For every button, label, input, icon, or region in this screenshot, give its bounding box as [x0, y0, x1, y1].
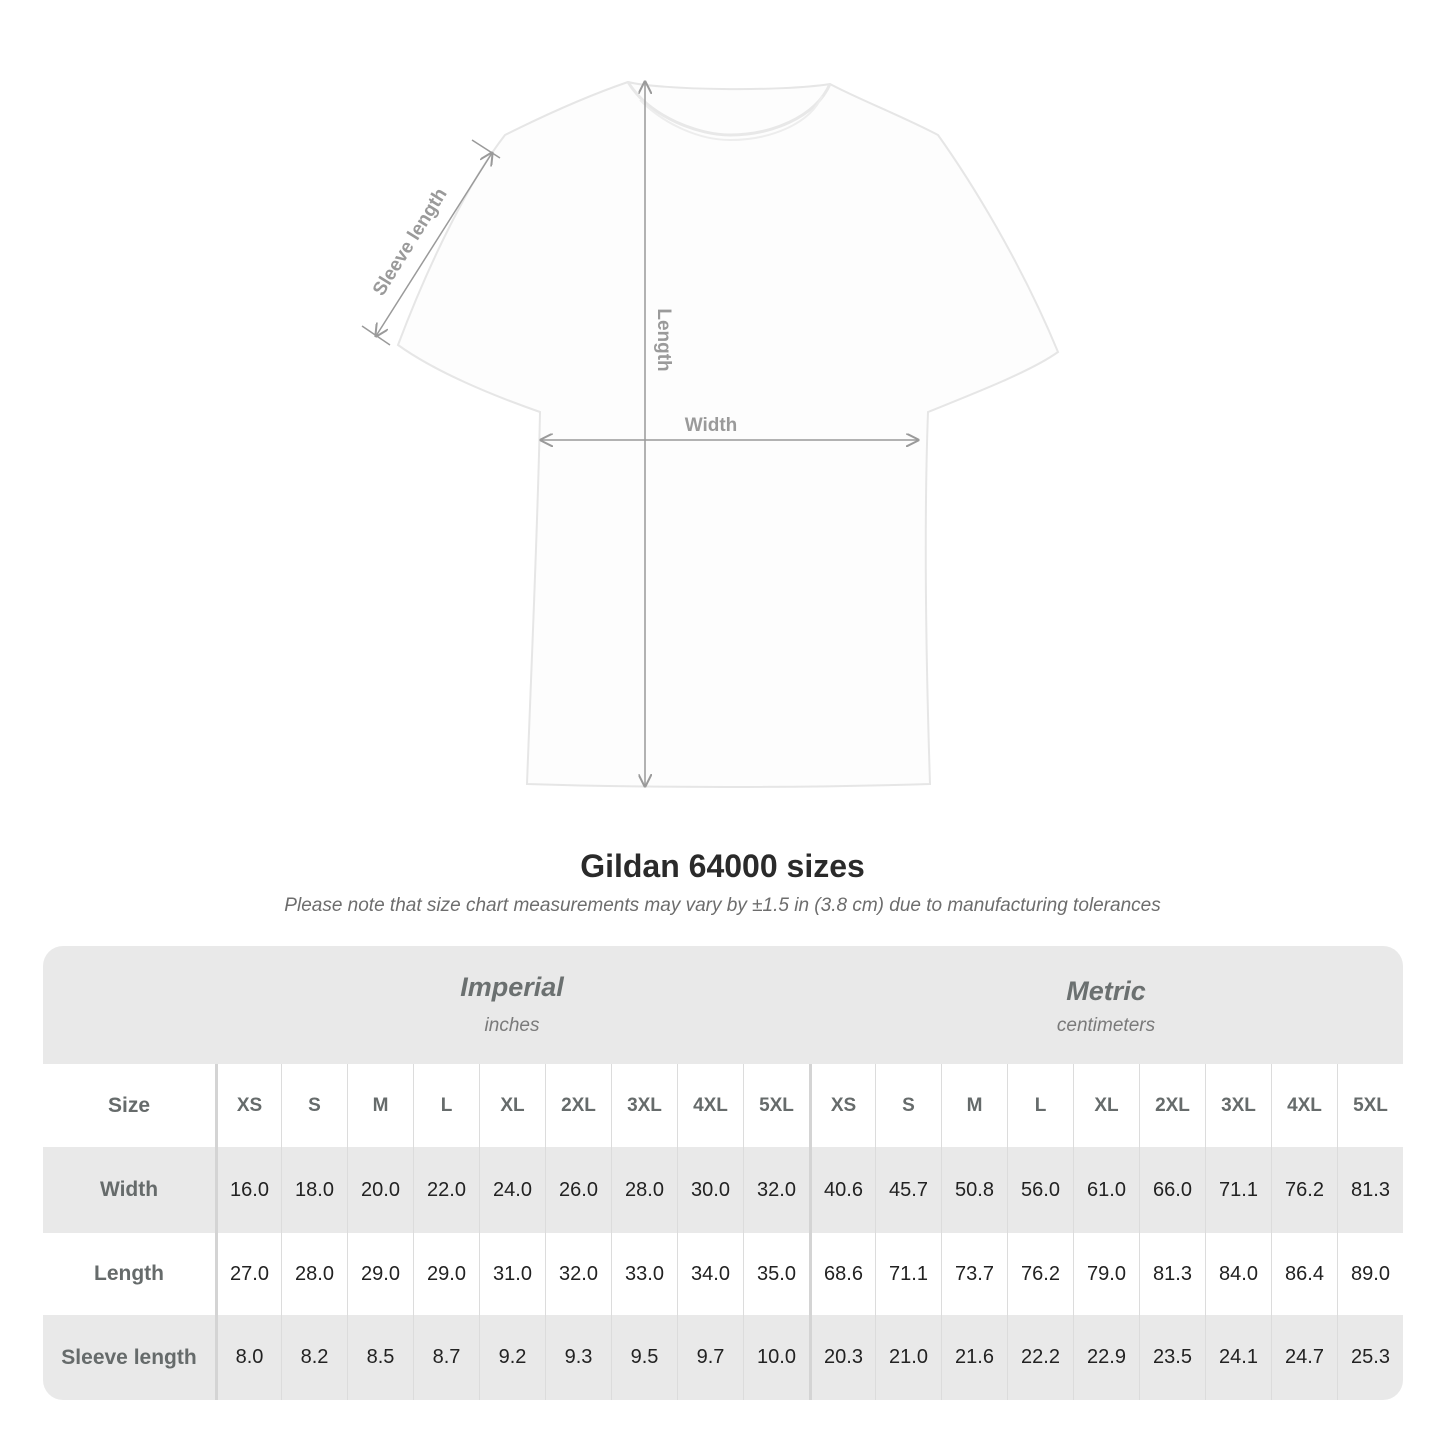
table-cell: 9.3 [545, 1315, 611, 1400]
table-cell: 71.1 [1205, 1147, 1271, 1233]
table-cell: 8.2 [281, 1315, 347, 1400]
table-cell: 73.7 [941, 1233, 1007, 1315]
metric-label: Metric [1066, 976, 1146, 1006]
table-cell: 84.0 [1205, 1233, 1271, 1315]
table-cell: 8.5 [347, 1315, 413, 1400]
table-cell: 21.0 [875, 1315, 941, 1400]
imperial-unit: inches [484, 1015, 540, 1036]
table-cell: 30.0 [677, 1147, 743, 1233]
size-header-cell: L [1007, 1064, 1073, 1147]
size-header-cell: 5XL [1337, 1064, 1403, 1147]
table-row: Length 27.0 28.0 29.0 29.0 31.0 32.0 33.0 34.0 35… [43, 1233, 1403, 1315]
row-label: Width [99, 1178, 159, 1201]
table-cell: 66.0 [1139, 1147, 1205, 1233]
table-cell: 8.7 [413, 1315, 479, 1400]
table-cell: 81.3 [1337, 1147, 1403, 1233]
table-cell: 25.3 [1337, 1315, 1403, 1400]
table-row: Sleeve length 8.0 8.2 8.5 8.7 9.2 9.3 9.5 9.7 10.… [43, 1315, 1403, 1400]
table-cell: 28.0 [281, 1233, 347, 1315]
table-cell: 89.0 [1337, 1233, 1403, 1315]
tshirt-measurement-diagram: Sleeve length Length Width [361, 0, 1060, 788]
table-cell: 68.6 [809, 1233, 875, 1315]
table-cell: 45.7 [875, 1147, 941, 1233]
table-cell: 32.0 [743, 1147, 809, 1233]
table-cell: 31.0 [479, 1233, 545, 1315]
size-header-cell: S [281, 1064, 347, 1147]
table-cell: 10.0 [743, 1315, 809, 1400]
table-cell: 71.1 [875, 1233, 941, 1315]
row-label: Size [107, 1093, 151, 1117]
size-header-cell: M [347, 1064, 413, 1147]
table-cell: 34.0 [677, 1233, 743, 1315]
page-title: Gildan 64000 sizes [580, 848, 865, 884]
imperial-label: Imperial [460, 972, 564, 1002]
size-header-row: Size XS S M L XL 2XL 3XL 4XL 5XL XS S M L XL 2XL 3XL 4XL 5… [43, 1064, 1403, 1147]
size-table: Imperial inches Metric centimeters Size X… [43, 946, 1403, 1400]
size-header-cell: 2XL [1139, 1064, 1205, 1147]
table-row: Width 16.0 18.0 20.0 22.0 24.0 26.0 28.0 30.0 32.… [43, 1147, 1403, 1233]
table-cell: 35.0 [743, 1233, 809, 1315]
table-cell: 76.2 [1271, 1147, 1337, 1233]
table-cell: 24.7 [1271, 1315, 1337, 1400]
size-header-cell: 3XL [1205, 1064, 1271, 1147]
table-cell: 29.0 [413, 1233, 479, 1315]
table-cell: 20.0 [347, 1147, 413, 1233]
table-cell: 32.0 [545, 1233, 611, 1315]
table-cell: 9.5 [611, 1315, 677, 1400]
table-cell: 21.6 [941, 1315, 1007, 1400]
table-cell: 61.0 [1073, 1147, 1139, 1233]
table-cell: 50.8 [941, 1147, 1007, 1233]
table-cell: 16.0 [215, 1147, 281, 1233]
table-cell: 22.0 [413, 1147, 479, 1233]
table-cell: 81.3 [1139, 1233, 1205, 1315]
table-cell: 22.2 [1007, 1315, 1073, 1400]
table-cell: 79.0 [1073, 1233, 1139, 1315]
size-header-cell: 2XL [545, 1064, 611, 1147]
table-cell: 86.4 [1271, 1233, 1337, 1315]
tolerance-note: Please note that size chart measurements… [284, 895, 1161, 916]
size-header-cell: 4XL [1271, 1064, 1337, 1147]
size-header-cell: 4XL [677, 1064, 743, 1147]
imperial-header: Imperial inches [215, 946, 809, 1090]
row-label: Length [94, 1262, 164, 1285]
size-header-cell: XL [479, 1064, 545, 1147]
table-cell: 76.2 [1007, 1233, 1073, 1315]
table-cell: 23.5 [1139, 1315, 1205, 1400]
row-label: Sleeve length [61, 1345, 197, 1369]
table-cell: 9.2 [479, 1315, 545, 1400]
metric-header: Metric centimeters [809, 946, 1403, 1094]
table-cell: 28.0 [611, 1147, 677, 1233]
metric-unit: centimeters [1056, 1015, 1156, 1036]
table-cell: 27.0 [215, 1233, 281, 1315]
table-cell: 29.0 [347, 1233, 413, 1315]
size-header-cell: 3XL [611, 1064, 677, 1147]
size-header-cell: XS [215, 1064, 281, 1147]
table-cell: 24.1 [1205, 1315, 1271, 1400]
size-header-cell: S [875, 1064, 941, 1147]
table-cell: 18.0 [281, 1147, 347, 1233]
table-cell: 20.3 [809, 1315, 875, 1400]
size-header-cell: L [413, 1064, 479, 1147]
width-label: Width [685, 415, 738, 436]
table-cell: 8.0 [215, 1315, 281, 1400]
table-cell: 40.6 [809, 1147, 875, 1233]
table-cell: 33.0 [611, 1233, 677, 1315]
table-cell: 22.9 [1073, 1315, 1139, 1400]
table-cell: 26.0 [545, 1147, 611, 1233]
size-header-cell: XS [809, 1064, 875, 1147]
size-header-cell: M [941, 1064, 1007, 1147]
table-cell: 24.0 [479, 1147, 545, 1233]
table-cell: 9.7 [677, 1315, 743, 1400]
length-label: Length [653, 308, 674, 371]
size-header-cell: 5XL [743, 1064, 809, 1147]
size-header-cell: XL [1073, 1064, 1139, 1147]
table-cell: 56.0 [1007, 1147, 1073, 1233]
